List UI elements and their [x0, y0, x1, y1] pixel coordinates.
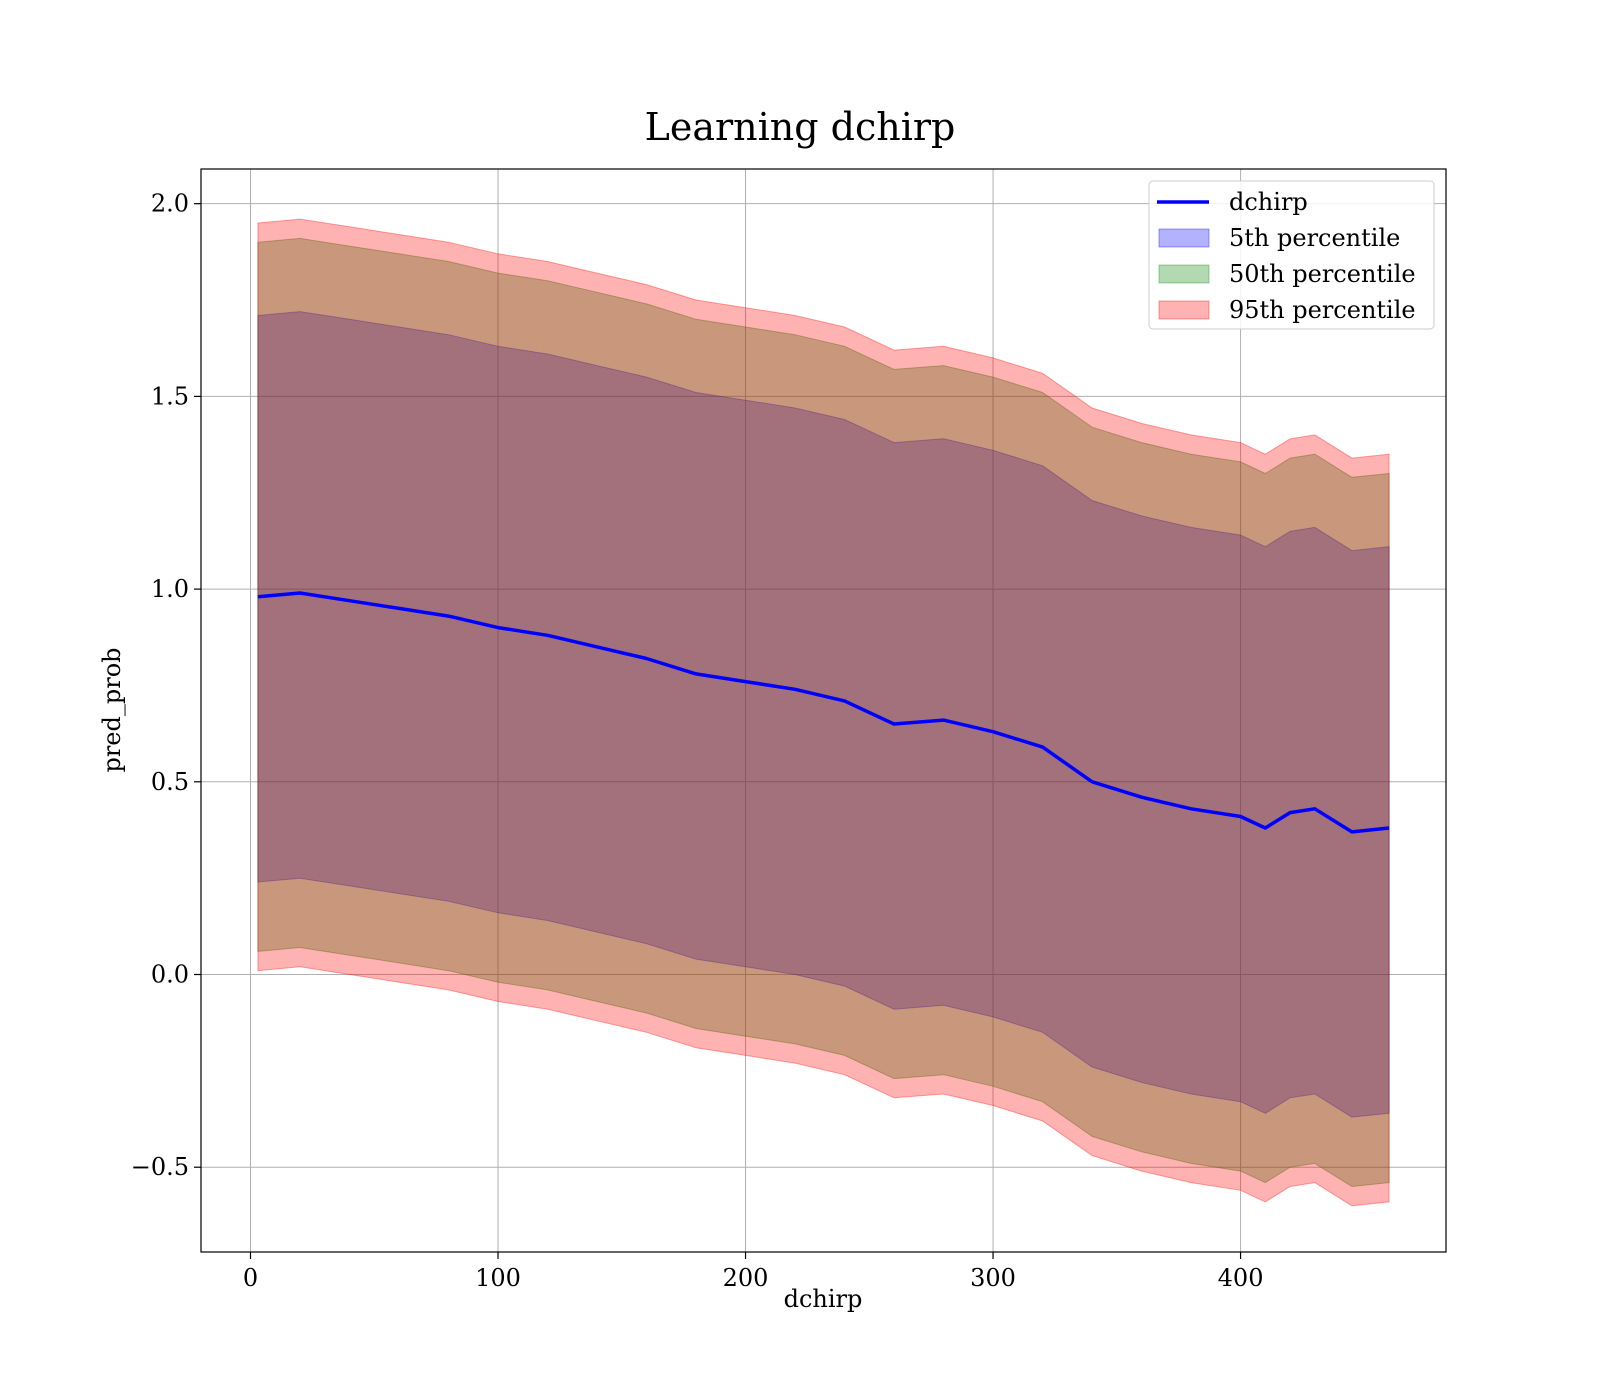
y-axis-label: pred_prob [98, 647, 126, 772]
chart-title: Learning dchirp [645, 105, 956, 149]
legend-swatch-95th-percentile [1158, 300, 1210, 320]
tick-layer: 0 100 200 300 400 −0.5 0.0 0.5 1.0 1.5 2.0 [131, 190, 1264, 1292]
x-tick-label: 0 [243, 1264, 258, 1292]
band-layer [257, 218, 1390, 1207]
legend-swatch-5th-percentile [1158, 228, 1210, 248]
series-line-dchirp [257, 591, 1390, 834]
legend-label-5th-percentile: 5th percentile [1229, 224, 1400, 252]
band-5th-percentile [257, 311, 1390, 1118]
legend-swatch-50th-percentile [1158, 264, 1210, 284]
legend-label-dchirp: dchirp [1229, 188, 1308, 216]
y-tick-label: 2.0 [151, 190, 189, 218]
y-tick-label: −0.5 [131, 1153, 189, 1181]
x-tick-label: 300 [970, 1264, 1016, 1292]
legend: dchirp 5th percentile 50th percentile 95th … [1148, 180, 1435, 330]
x-tick-label: 100 [475, 1264, 521, 1292]
legend-label-95th-percentile: 95th percentile [1229, 296, 1416, 324]
grid-layer [201, 169, 1446, 1252]
band-50th-percentile [257, 237, 1390, 1188]
band-95th-percentile [257, 218, 1390, 1207]
y-tick-label: 0.5 [151, 768, 189, 796]
y-tick-label: 1.5 [151, 382, 189, 410]
x-axis-label: dchirp [784, 1285, 863, 1313]
x-tick-label: 200 [723, 1264, 769, 1292]
y-tick-label: 1.0 [151, 575, 189, 603]
plot-frame [200, 168, 1447, 1253]
legend-label-50th-percentile: 50th percentile [1229, 260, 1416, 288]
x-tick-label: 400 [1218, 1264, 1264, 1292]
legend-box [1148, 180, 1435, 330]
line-layer [257, 591, 1390, 834]
y-tick-label: 0.0 [151, 961, 189, 989]
